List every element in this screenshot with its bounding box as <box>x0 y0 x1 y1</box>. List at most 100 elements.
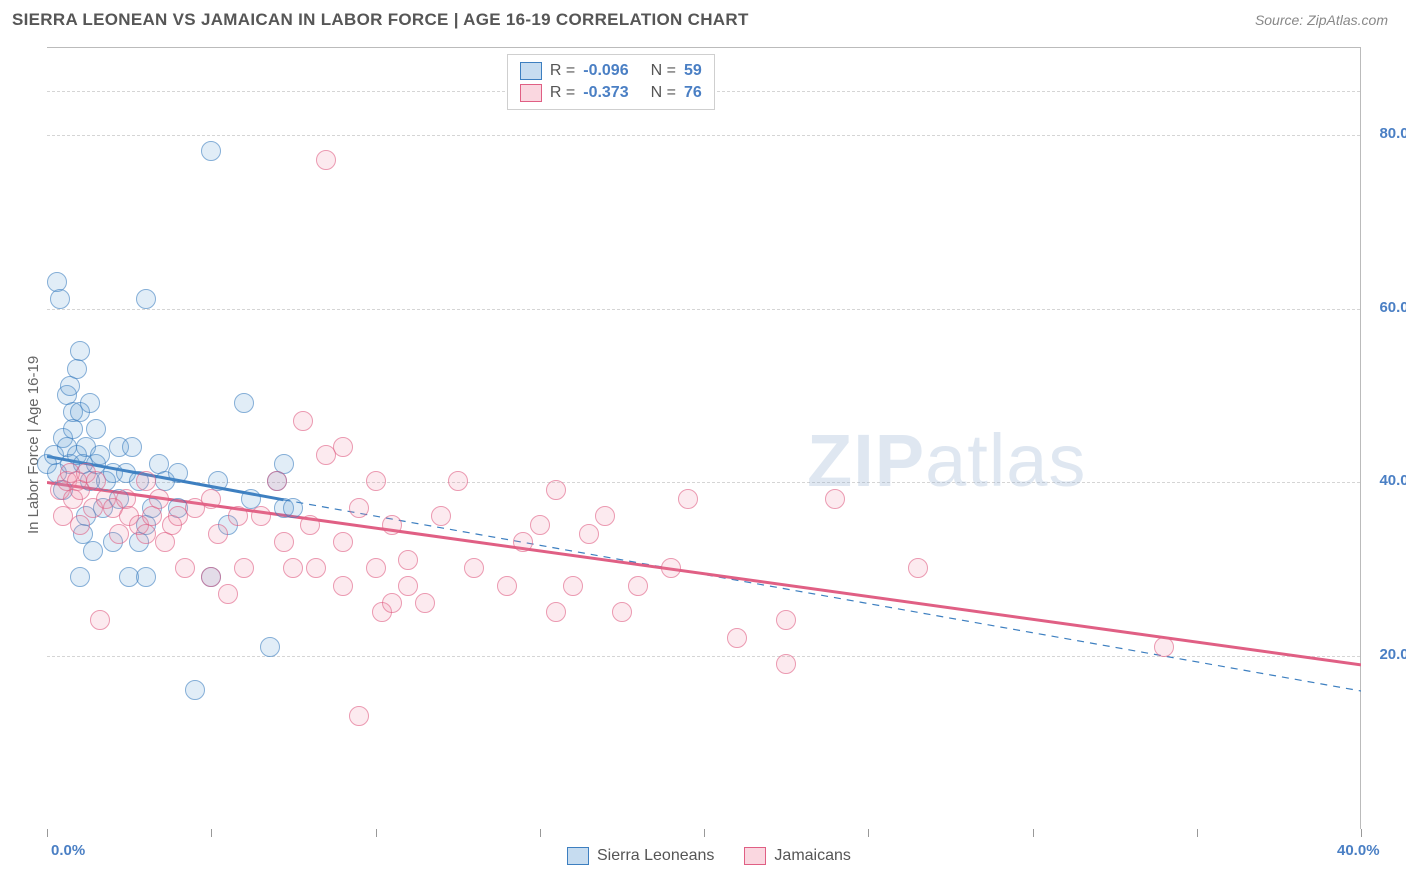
x-tick-label: 0.0% <box>51 842 85 859</box>
data-point <box>234 558 254 578</box>
legend-series-name: Sierra Leoneans <box>597 847 714 865</box>
data-point <box>908 558 928 578</box>
data-point <box>398 576 418 596</box>
trend-lines <box>47 48 1361 830</box>
legend-r-value: -0.373 <box>583 84 628 102</box>
data-point <box>136 567 156 587</box>
gridline <box>47 135 1360 136</box>
data-point <box>90 445 110 465</box>
legend-n-value: 59 <box>684 62 702 80</box>
data-point <box>398 550 418 570</box>
data-point <box>67 359 87 379</box>
data-point <box>149 489 169 509</box>
data-point <box>142 506 162 526</box>
x-tick <box>540 829 541 837</box>
data-point <box>628 576 648 596</box>
legend-row: R = -0.373 N = 76 <box>520 82 702 104</box>
x-tick <box>868 829 869 837</box>
legend-row: R = -0.096N = 59 <box>520 60 702 82</box>
gridline <box>47 309 1360 310</box>
data-point <box>283 498 303 518</box>
data-point <box>109 524 129 544</box>
legend-item: Sierra Leoneans <box>567 847 714 865</box>
data-point <box>293 411 313 431</box>
data-point <box>228 506 248 526</box>
legend-swatch <box>520 62 542 80</box>
x-tick <box>1361 829 1362 837</box>
watermark: ZIPatlas <box>807 418 1086 503</box>
data-point <box>70 567 90 587</box>
data-point <box>201 141 221 161</box>
data-point <box>300 515 320 535</box>
data-point <box>283 558 303 578</box>
correlation-legend: R = -0.096N = 59R = -0.373N = 76 <box>507 54 715 110</box>
data-point <box>579 524 599 544</box>
data-point <box>1154 637 1174 657</box>
legend-series-name: Jamaicans <box>774 847 850 865</box>
data-point <box>70 515 90 535</box>
data-point <box>306 558 326 578</box>
legend-r-value: -0.096 <box>583 62 628 80</box>
data-point <box>274 532 294 552</box>
gridline <box>47 482 1360 483</box>
data-point <box>333 437 353 457</box>
data-point <box>546 480 566 500</box>
data-point <box>201 567 221 587</box>
data-point <box>175 558 195 578</box>
data-point <box>382 515 402 535</box>
data-point <box>50 289 70 309</box>
legend-r-label: R = <box>550 62 575 80</box>
data-point <box>185 680 205 700</box>
x-tick <box>1033 829 1034 837</box>
data-point <box>825 489 845 509</box>
legend-n-value: 76 <box>684 84 702 102</box>
chart-plot-area: 20.0%40.0%60.0%80.0%0.0%40.0%In Labor Fo… <box>47 47 1361 829</box>
y-tick-label: 60.0% <box>1379 299 1406 316</box>
data-point <box>260 637 280 657</box>
data-point <box>776 654 796 674</box>
x-tick-label: 40.0% <box>1337 842 1380 859</box>
data-point <box>333 576 353 596</box>
chart-title: SIERRA LEONEAN VS JAMAICAN IN LABOR FORC… <box>12 10 749 30</box>
chart-header: SIERRA LEONEAN VS JAMAICAN IN LABOR FORC… <box>0 0 1406 38</box>
data-point <box>661 558 681 578</box>
x-tick <box>704 829 705 837</box>
data-point <box>595 506 615 526</box>
data-point <box>678 489 698 509</box>
data-point <box>366 558 386 578</box>
data-point <box>316 150 336 170</box>
data-point <box>83 541 103 561</box>
data-point <box>136 524 156 544</box>
data-point <box>415 593 435 613</box>
data-point <box>201 489 221 509</box>
legend-r-label: R = <box>550 84 575 102</box>
data-point <box>63 419 83 439</box>
data-point <box>382 593 402 613</box>
data-point <box>218 584 238 604</box>
x-tick <box>1197 829 1198 837</box>
x-tick <box>47 829 48 837</box>
data-point <box>497 576 517 596</box>
y-tick-label: 40.0% <box>1379 472 1406 489</box>
legend-swatch <box>744 847 766 865</box>
data-point <box>333 532 353 552</box>
data-point <box>267 471 287 491</box>
data-point <box>349 706 369 726</box>
data-point <box>513 532 533 552</box>
data-point <box>776 610 796 630</box>
y-axis-title: In Labor Force | Age 16-19 <box>25 356 42 534</box>
legend-swatch <box>567 847 589 865</box>
data-point <box>70 341 90 361</box>
data-point <box>155 532 175 552</box>
legend-n-label: N = <box>651 84 676 102</box>
data-point <box>122 437 142 457</box>
series-legend: Sierra Leoneans Jamaicans <box>567 847 851 865</box>
x-tick <box>376 829 377 837</box>
data-point <box>86 419 106 439</box>
chart-source: Source: ZipAtlas.com <box>1255 12 1388 28</box>
data-point <box>366 471 386 491</box>
data-point <box>349 498 369 518</box>
data-point <box>464 558 484 578</box>
data-point <box>234 393 254 413</box>
x-tick <box>211 829 212 837</box>
